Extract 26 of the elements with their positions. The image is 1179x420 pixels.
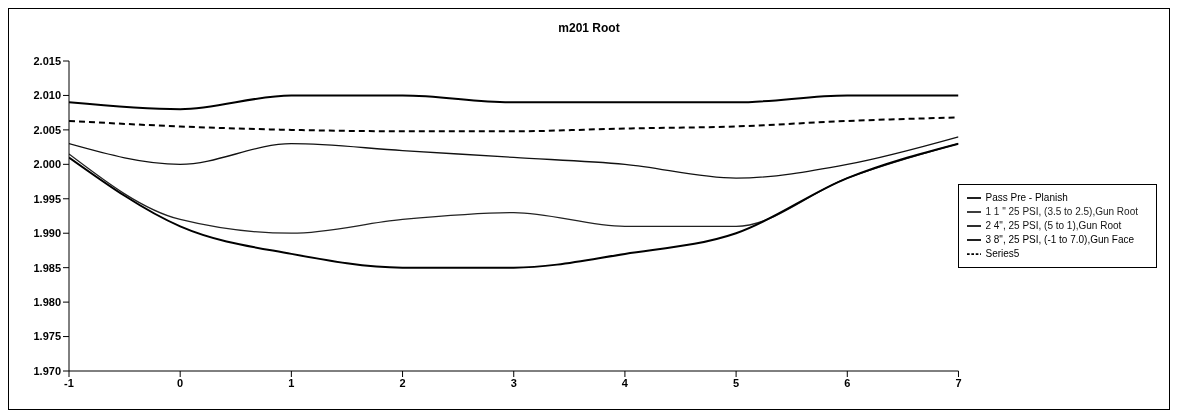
y-tick-label: 2.015: [33, 54, 61, 67]
y-tick-label: 1.970: [33, 364, 61, 377]
x-tick-label: 6: [844, 376, 851, 389]
x-tick-label: 0: [177, 376, 184, 389]
legend-label: 2 4", 25 PSI, (5 to 1),Gun Root: [985, 219, 1122, 231]
chart-title: m201 Root: [557, 20, 621, 37]
legend-label: 1 1 " 25 PSI, (3.5 to 2.5),Gun Root: [985, 205, 1138, 217]
x-tick-label: 2: [399, 376, 406, 389]
legend-label: Pass Pre - Planish: [985, 191, 1068, 203]
legend-label: 3 8", 25 PSI, (-1 to 7.0),Gun Face: [985, 233, 1135, 245]
x-tick-label: -1: [64, 376, 74, 389]
y-tick-label: 1.980: [33, 296, 61, 309]
y-tick-label: 1.975: [33, 330, 61, 343]
y-tick-label: 1.995: [33, 192, 61, 205]
y-tick-label: 1.985: [33, 261, 61, 274]
x-tick-label: 1: [288, 376, 295, 389]
x-tick-label: 3: [510, 376, 517, 389]
y-tick-label: 1.990: [33, 227, 61, 240]
legend-label: Series5: [985, 247, 1020, 259]
line-series: [69, 136, 959, 179]
x-tick-label: 7: [955, 376, 962, 389]
y-tick-label: 2.010: [33, 89, 61, 102]
y-tick-label: 2.000: [33, 158, 61, 171]
x-tick-label: 4: [621, 376, 629, 389]
x-tick-label: 5: [733, 376, 740, 389]
y-tick-label: 2.005: [33, 123, 61, 136]
